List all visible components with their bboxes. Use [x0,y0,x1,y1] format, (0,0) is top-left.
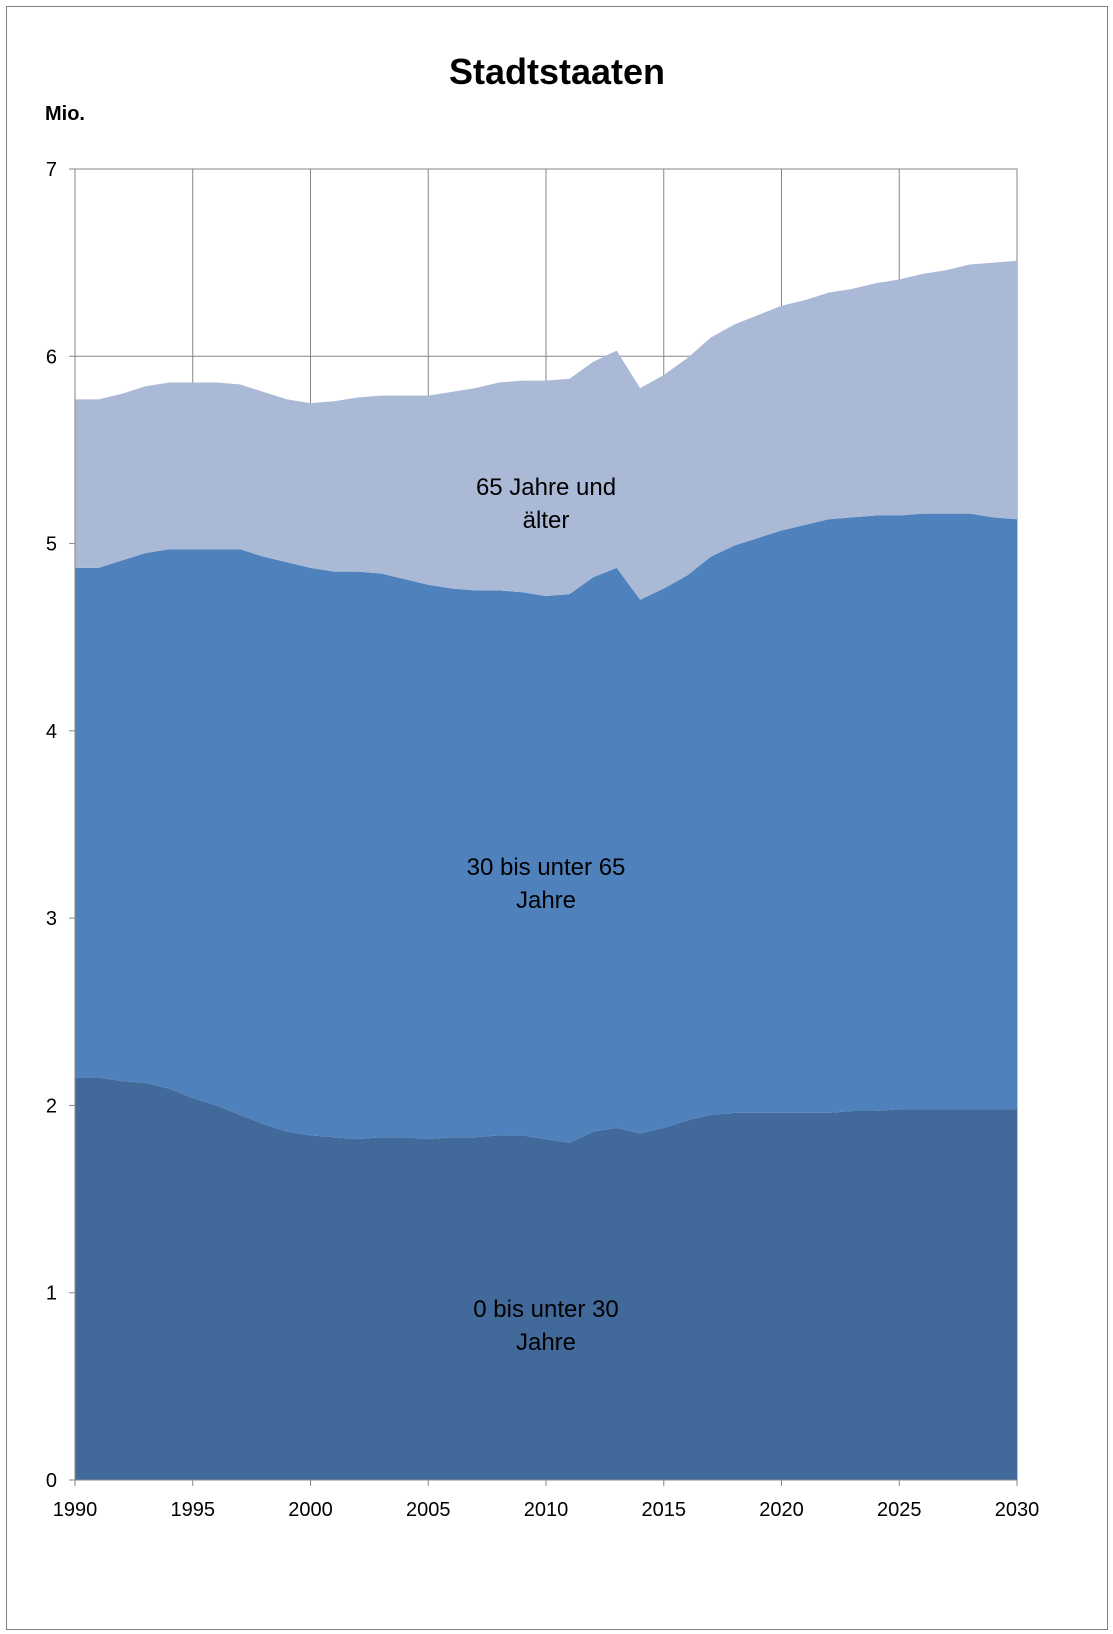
y-tick-label-0: 0 [46,1470,57,1492]
y-axis-unit-label: Mio. [45,103,85,125]
x-tick-label-2025: 2025 [877,1499,922,1521]
x-tick-label-1995: 1995 [171,1499,216,1521]
x-tick-label-2000: 2000 [288,1499,333,1521]
x-tick-label-1990: 1990 [53,1499,98,1521]
area-series-2 [75,513,1017,1143]
y-tick-label-6: 6 [46,346,57,368]
series-label-1: 0 bis unter 30 Jahre [473,1296,618,1356]
y-tick-label-2: 2 [46,1095,57,1117]
x-tick-label-2010: 2010 [524,1499,569,1521]
chart-title: Stadtstaaten [448,51,666,92]
x-tick-label-2030: 2030 [995,1499,1040,1521]
series-label-3: 65 Jahre und älter [476,474,616,534]
series-label-2: 30 bis unter 65 Jahre [467,854,626,914]
y-tick-label-7: 7 [46,159,57,181]
y-tick-label-3: 3 [46,908,57,930]
y-tick-label-1: 1 [46,1283,57,1305]
x-tick-label-2005: 2005 [406,1499,451,1521]
chart-frame: 0 1 2 3 4 5 6 7 1990 1995 2000 2005 2010 2015 2020 2025… [6,6,1108,1630]
area-series-3 [75,260,1017,600]
chart-svg: 0 1 2 3 4 5 6 7 1990 1995 2000 2005 2010 2015 2020 2025… [46,159,1040,1521]
y-tick-label-4: 4 [46,721,57,743]
x-tick-label-2020: 2020 [759,1499,804,1521]
y-tick-label-5: 5 [46,534,57,556]
x-tick-label-2015: 2015 [642,1499,687,1521]
area-series-1 [75,1077,1017,1480]
